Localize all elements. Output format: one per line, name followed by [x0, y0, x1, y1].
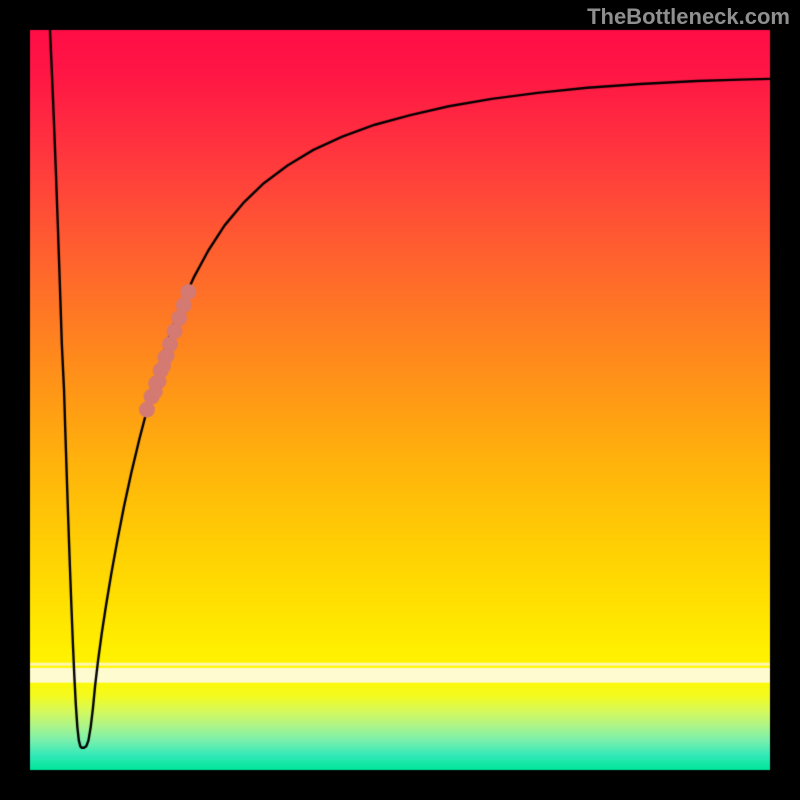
- watermark-label: TheBottleneck.com: [587, 4, 790, 30]
- chart-container: TheBottleneck.com: [0, 0, 800, 800]
- chart-canvas: [0, 0, 800, 800]
